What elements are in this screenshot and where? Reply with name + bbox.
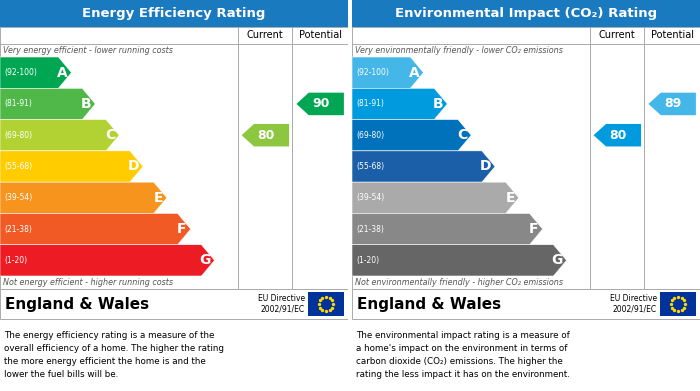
Text: (69-80): (69-80) bbox=[356, 131, 384, 140]
Text: A: A bbox=[409, 66, 419, 80]
Bar bbox=[352, 289, 700, 319]
Text: Very energy efficient - lower running costs: Very energy efficient - lower running co… bbox=[3, 46, 173, 55]
Text: (39-54): (39-54) bbox=[356, 193, 384, 202]
Text: (55-68): (55-68) bbox=[356, 162, 384, 171]
Polygon shape bbox=[0, 182, 167, 213]
Text: (1-20): (1-20) bbox=[4, 256, 27, 265]
Text: Not energy efficient - higher running costs: Not energy efficient - higher running co… bbox=[3, 278, 173, 287]
Text: (69-80): (69-80) bbox=[4, 131, 32, 140]
Text: Very environmentally friendly - lower CO₂ emissions: Very environmentally friendly - lower CO… bbox=[355, 46, 563, 55]
Text: The energy efficiency rating is a measure of the
overall efficiency of a home. T: The energy efficiency rating is a measur… bbox=[4, 331, 224, 379]
Text: C: C bbox=[105, 128, 116, 142]
Text: (21-38): (21-38) bbox=[356, 224, 384, 233]
Text: Potential: Potential bbox=[299, 30, 342, 41]
Polygon shape bbox=[0, 57, 71, 88]
Bar bbox=[308, 292, 344, 316]
Text: Current: Current bbox=[599, 30, 636, 41]
Bar bbox=[352, 27, 700, 289]
Polygon shape bbox=[648, 93, 696, 115]
Text: (81-91): (81-91) bbox=[356, 99, 384, 108]
Polygon shape bbox=[296, 93, 344, 115]
Text: B: B bbox=[80, 97, 92, 111]
Bar bbox=[0, 0, 348, 27]
Text: Current: Current bbox=[247, 30, 284, 41]
Polygon shape bbox=[0, 213, 190, 245]
Text: G: G bbox=[551, 253, 563, 267]
Text: (81-91): (81-91) bbox=[4, 99, 32, 108]
Polygon shape bbox=[241, 124, 289, 147]
Text: C: C bbox=[457, 128, 467, 142]
Text: Not environmentally friendly - higher CO₂ emissions: Not environmentally friendly - higher CO… bbox=[355, 278, 563, 287]
Bar bbox=[348, 0, 352, 391]
Text: Environmental Impact (CO₂) Rating: Environmental Impact (CO₂) Rating bbox=[395, 7, 657, 20]
Bar bbox=[0, 289, 348, 319]
Text: England & Wales: England & Wales bbox=[5, 296, 149, 312]
Text: F: F bbox=[529, 222, 539, 236]
Text: England & Wales: England & Wales bbox=[357, 296, 501, 312]
Polygon shape bbox=[0, 120, 119, 151]
Text: (92-100): (92-100) bbox=[4, 68, 37, 77]
Polygon shape bbox=[352, 213, 542, 245]
Bar bbox=[660, 292, 696, 316]
Text: 90: 90 bbox=[312, 97, 330, 110]
Polygon shape bbox=[0, 88, 95, 120]
Polygon shape bbox=[352, 182, 519, 213]
Text: EU Directive
2002/91/EC: EU Directive 2002/91/EC bbox=[610, 294, 657, 314]
Text: F: F bbox=[177, 222, 187, 236]
Polygon shape bbox=[352, 151, 495, 182]
Text: EU Directive
2002/91/EC: EU Directive 2002/91/EC bbox=[258, 294, 305, 314]
Polygon shape bbox=[0, 245, 214, 276]
Text: Energy Efficiency Rating: Energy Efficiency Rating bbox=[83, 7, 266, 20]
Text: (55-68): (55-68) bbox=[4, 162, 32, 171]
Text: E: E bbox=[505, 191, 515, 205]
Bar bbox=[352, 0, 700, 27]
Text: E: E bbox=[153, 191, 163, 205]
Polygon shape bbox=[352, 245, 566, 276]
Text: G: G bbox=[199, 253, 211, 267]
Text: (39-54): (39-54) bbox=[4, 193, 32, 202]
Text: D: D bbox=[127, 160, 139, 174]
Polygon shape bbox=[352, 120, 471, 151]
Text: 80: 80 bbox=[609, 129, 626, 142]
Polygon shape bbox=[594, 124, 641, 147]
Text: (21-38): (21-38) bbox=[4, 224, 32, 233]
Text: (92-100): (92-100) bbox=[356, 68, 389, 77]
Polygon shape bbox=[0, 151, 143, 182]
Bar bbox=[0, 27, 348, 289]
Text: The environmental impact rating is a measure of
a home's impact on the environme: The environmental impact rating is a mea… bbox=[356, 331, 570, 379]
Text: 80: 80 bbox=[258, 129, 274, 142]
Polygon shape bbox=[352, 57, 424, 88]
Text: (1-20): (1-20) bbox=[356, 256, 379, 265]
Polygon shape bbox=[352, 88, 447, 120]
Text: D: D bbox=[480, 160, 491, 174]
Text: 89: 89 bbox=[664, 97, 681, 110]
Text: B: B bbox=[433, 97, 443, 111]
Text: Potential: Potential bbox=[651, 30, 694, 41]
Text: A: A bbox=[57, 66, 67, 80]
